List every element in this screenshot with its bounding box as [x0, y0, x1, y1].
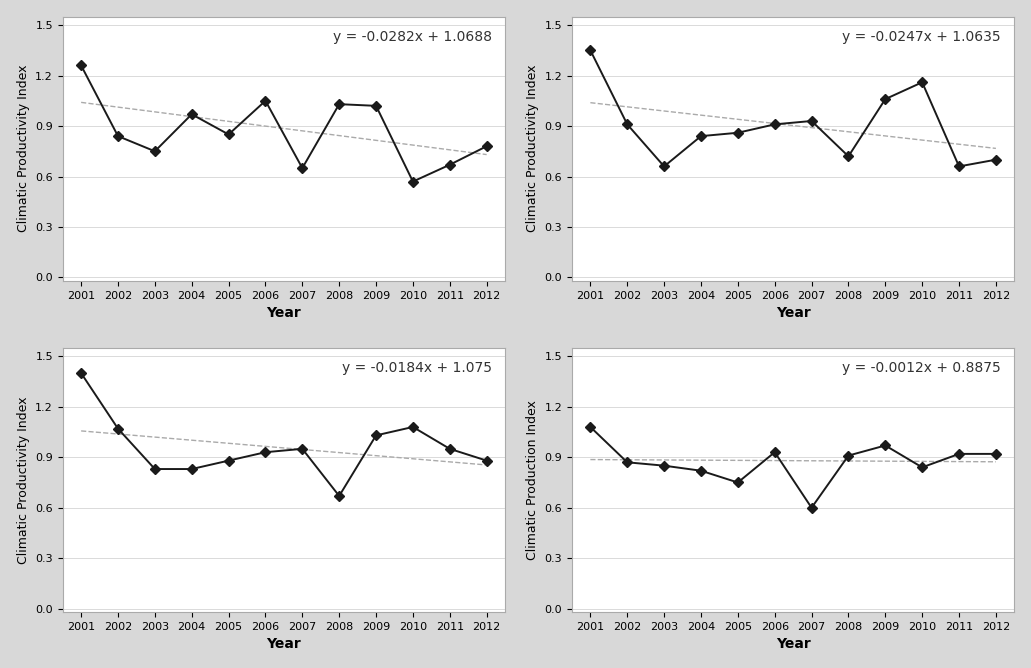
Y-axis label: Climatic Productivity Index: Climatic Productivity Index: [526, 65, 539, 232]
X-axis label: Year: Year: [267, 637, 301, 651]
X-axis label: Year: Year: [775, 306, 810, 320]
Text: y = -0.0184x + 1.075: y = -0.0184x + 1.075: [342, 361, 492, 375]
X-axis label: Year: Year: [267, 306, 301, 320]
Text: y = -0.0247x + 1.0635: y = -0.0247x + 1.0635: [842, 30, 1001, 44]
Y-axis label: Climatic Productivity Index: Climatic Productivity Index: [16, 396, 30, 564]
Text: y = -0.0282x + 1.0688: y = -0.0282x + 1.0688: [333, 30, 492, 44]
Text: y = -0.0012x + 0.8875: y = -0.0012x + 0.8875: [842, 361, 1001, 375]
X-axis label: Year: Year: [775, 637, 810, 651]
Y-axis label: Climatic Production Index: Climatic Production Index: [526, 400, 539, 560]
Y-axis label: Climatic Productivity Index: Climatic Productivity Index: [16, 65, 30, 232]
